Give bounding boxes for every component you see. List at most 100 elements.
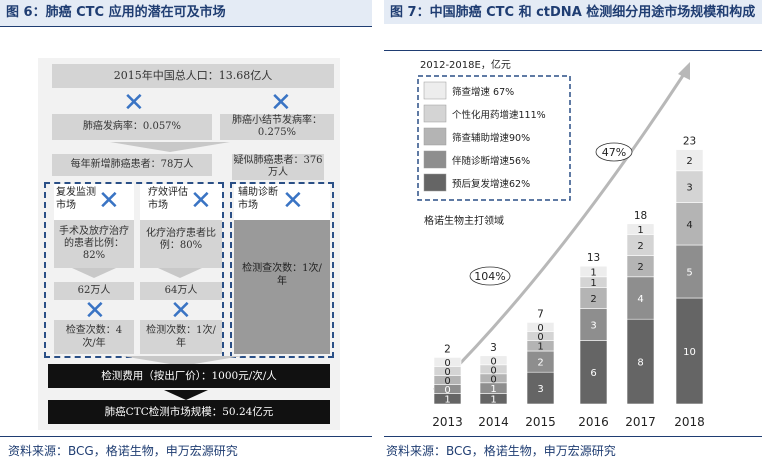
market-recur-header: [54, 184, 134, 220]
total-label: 2: [444, 343, 451, 355]
growth-arrow-line: [432, 73, 686, 392]
arrow-down: [110, 142, 230, 152]
growth-label-1: 104%: [474, 270, 505, 283]
nodule-rate-box: 肺癌小结节发病率：0.275%: [220, 114, 334, 140]
legend-label: 预后复发增速62%: [452, 178, 530, 190]
arrow-down: [122, 356, 242, 366]
data-label: 1: [490, 384, 496, 395]
total-label: 18: [634, 210, 647, 222]
total-label: 13: [587, 252, 600, 264]
bar-segment: [675, 202, 704, 246]
x-tick-label: 2017: [625, 415, 656, 429]
data-label: 0: [444, 385, 450, 396]
market-efficacy-header: [140, 184, 222, 220]
multiply-icon: ✕: [190, 186, 212, 216]
bar-segment: [479, 355, 508, 366]
growth-bubble-2: [595, 142, 633, 162]
population-box: 2015年中国总人口：13.68亿人: [52, 64, 334, 88]
aux-tests-box: 检测查次数：1次/年: [234, 220, 330, 354]
bar-segment: [433, 357, 462, 367]
legend-label: 筛查辅助增速90%: [452, 132, 530, 144]
data-label: 3: [537, 384, 543, 395]
bar-segment: [579, 265, 608, 278]
data-label: 0: [444, 376, 450, 387]
fee-bar: 检测费用（按出厂价）：1000元/次/人: [48, 364, 330, 388]
data-label: 1: [444, 395, 450, 406]
data-label: 0: [444, 358, 450, 369]
x-tick-label: 2013: [432, 415, 463, 429]
legend-box: [417, 75, 571, 201]
market-aux-header: [234, 184, 330, 220]
legend-label: 个性化用药增速111%: [452, 109, 546, 121]
right-source: 资料来源：BCG，格诺生物，申万宏源研究: [386, 444, 616, 458]
multiply-icon: ✕: [84, 296, 106, 326]
data-label: 1: [590, 278, 596, 289]
data-label: 3: [686, 183, 692, 194]
legend-swatch: [423, 173, 447, 192]
total-label: 7: [537, 308, 544, 320]
data-label: 0: [537, 332, 543, 343]
growth-arrowhead: [678, 62, 690, 80]
dashed-group-aux: [230, 182, 334, 358]
data-label: 2: [686, 156, 692, 167]
multiply-icon: ✕: [98, 186, 120, 216]
market-aux-label: 辅助诊断市场: [238, 187, 278, 211]
data-label: 1: [537, 342, 543, 353]
left-bottom-rule: [0, 436, 372, 437]
legend-label: 筛查增速 67%: [452, 86, 514, 98]
bar-segment: [526, 322, 555, 332]
legend-label: 伴随诊断增速56%: [452, 155, 530, 167]
bar-segment: [526, 371, 555, 405]
legend-swatch: [423, 150, 447, 169]
data-label: 0: [490, 374, 496, 385]
market-efficacy-label: 疗效评估市场: [148, 187, 188, 211]
bar-segment: [626, 276, 655, 320]
data-label: 0: [537, 323, 543, 334]
unit-note: 2012-2018E，亿元: [420, 58, 511, 71]
right-figure-title: 图 7：中国肺癌 CTC 和 ctDNA 检测细分用途市场规模和构成: [390, 5, 756, 20]
total-label: 3: [490, 342, 497, 354]
arrow-down: [72, 268, 116, 278]
x-tick-label: 2015: [525, 415, 556, 429]
total-label: 23: [683, 136, 696, 148]
growth-bubble-1: [469, 266, 511, 286]
data-label: 10: [683, 347, 696, 358]
arrow-down: [158, 268, 202, 278]
data-label: 4: [686, 220, 692, 231]
ratio-recur-box: 手术及放疗治疗的患者比例：82%: [54, 220, 134, 268]
right-bottom-rule: [384, 436, 762, 437]
multiply-icon: ✕: [123, 88, 145, 118]
right-title-background: [384, 0, 762, 24]
arrow-down: [164, 390, 208, 400]
market-size-bar: 肺癌CTC检测市场规模：50.24亿元: [48, 400, 330, 424]
x-tick-label: 2018: [674, 415, 705, 429]
left-flow-diagram: 2015年中国总人口：13.68亿人 ✕ ✕ 肺癌发病率：0.057% 肺癌小结…: [0, 0, 372, 440]
data-label: 0: [444, 367, 450, 378]
tests-recur-box: 检查次数：4次/年: [54, 320, 134, 354]
multiply-icon: ✕: [282, 186, 304, 216]
legend-swatch: [423, 127, 447, 146]
stacked-bar-chart: 104% 47% 2012-2018E，亿元 筛查增速 67% 个性化用药增速11…: [384, 52, 762, 436]
bar-segment: [675, 149, 704, 172]
bar-segment: [626, 223, 655, 235]
left-source: 资料来源：BCG，格诺生物，申万宏源研究: [8, 444, 238, 458]
data-label: 0: [490, 365, 496, 376]
legend-swatch: [423, 104, 447, 123]
ratio-efficacy-box: 化疗治疗患者比例：80%: [140, 220, 222, 268]
bar-segment: [579, 340, 608, 405]
suspected-box: 疑似肺癌患者：376万人: [232, 154, 324, 180]
people-recur-box: 62万人: [54, 282, 134, 300]
data-label: 1: [637, 225, 643, 236]
right-title-rule: [384, 50, 762, 51]
tests-efficacy-box: 检测次数：1次/年: [140, 320, 222, 354]
annotation-text: 格诺生物主打领域: [424, 214, 504, 227]
data-label: 2: [637, 262, 643, 273]
data-label: 0: [490, 356, 496, 367]
legend-swatch: [423, 81, 447, 100]
data-label: 2: [537, 358, 543, 369]
multiply-icon: ✕: [170, 296, 192, 326]
data-label: 1: [490, 395, 496, 406]
data-label: 3: [590, 321, 596, 332]
bar-segment: [675, 297, 704, 405]
